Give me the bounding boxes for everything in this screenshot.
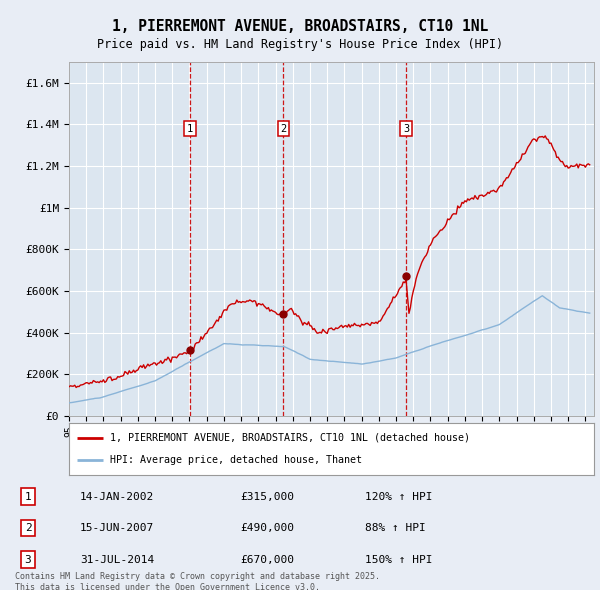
Text: £490,000: £490,000 [240, 523, 294, 533]
Text: 150% ↑ HPI: 150% ↑ HPI [365, 555, 433, 565]
Text: 120% ↑ HPI: 120% ↑ HPI [365, 491, 433, 502]
Text: 2: 2 [280, 123, 287, 133]
Text: 3: 3 [25, 555, 31, 565]
Text: £670,000: £670,000 [240, 555, 294, 565]
Text: 1: 1 [187, 123, 193, 133]
Text: 3: 3 [403, 123, 409, 133]
Text: 31-JUL-2014: 31-JUL-2014 [80, 555, 154, 565]
Text: 1, PIERREMONT AVENUE, BROADSTAIRS, CT10 1NL: 1, PIERREMONT AVENUE, BROADSTAIRS, CT10 … [112, 19, 488, 34]
Text: £315,000: £315,000 [240, 491, 294, 502]
Text: 88% ↑ HPI: 88% ↑ HPI [365, 523, 426, 533]
Text: 2: 2 [25, 523, 31, 533]
Text: Contains HM Land Registry data © Crown copyright and database right 2025.
This d: Contains HM Land Registry data © Crown c… [15, 572, 380, 590]
Text: Price paid vs. HM Land Registry's House Price Index (HPI): Price paid vs. HM Land Registry's House … [97, 38, 503, 51]
Text: 1, PIERREMONT AVENUE, BROADSTAIRS, CT10 1NL (detached house): 1, PIERREMONT AVENUE, BROADSTAIRS, CT10 … [110, 432, 470, 442]
Text: 1: 1 [25, 491, 31, 502]
Text: HPI: Average price, detached house, Thanet: HPI: Average price, detached house, Than… [110, 455, 362, 466]
Text: 14-JAN-2002: 14-JAN-2002 [80, 491, 154, 502]
Text: 15-JUN-2007: 15-JUN-2007 [80, 523, 154, 533]
